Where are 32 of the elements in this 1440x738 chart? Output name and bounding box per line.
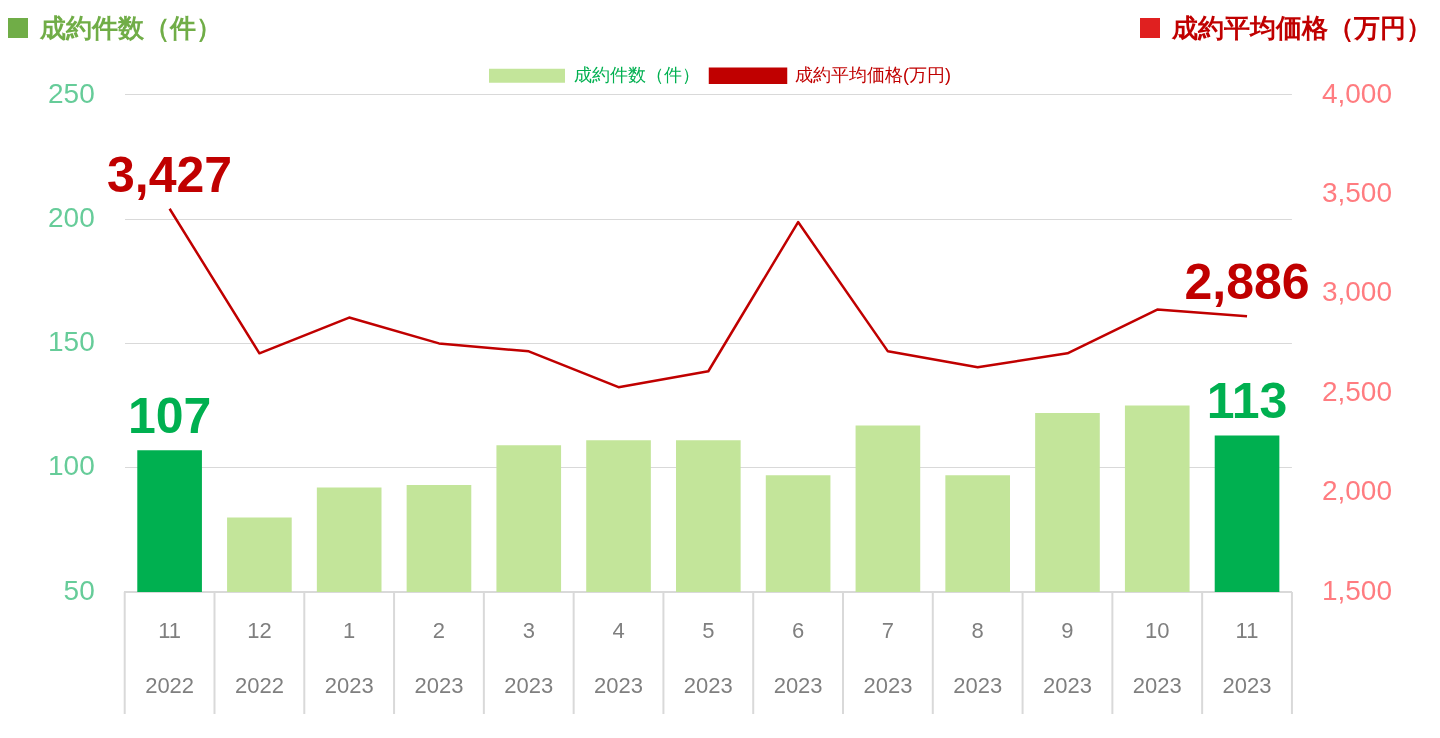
category-label: 2 2023 xyxy=(414,617,464,698)
category-label: 6 2023 xyxy=(773,617,823,698)
category-label: 11 2022 xyxy=(145,617,195,698)
category-label: 10 2023 xyxy=(1132,617,1182,698)
y2-tick-label: 3,500 xyxy=(1321,176,1393,208)
y-tick-label: 250 xyxy=(48,77,95,109)
y2-tick-label: 2,000 xyxy=(1321,475,1393,507)
legend-label: 成約平均価格(万円) xyxy=(795,64,952,85)
y2-tick-label: 4,000 xyxy=(1321,77,1393,109)
y2-tick-label: 2,500 xyxy=(1321,375,1393,407)
data-label: 113 xyxy=(1206,373,1288,430)
y-tick-label: 150 xyxy=(48,326,95,358)
category-label: 4 2023 xyxy=(594,617,644,698)
category-label: 1 2023 xyxy=(324,617,374,698)
y2-tick-label: 1,500 xyxy=(1321,574,1393,606)
category-label: 9 2023 xyxy=(1042,617,1092,698)
category-label: 12 2022 xyxy=(234,617,284,698)
y2-tick-label: 3,000 xyxy=(1321,276,1393,308)
data-label: 107 xyxy=(127,388,212,445)
category-label: 5 2023 xyxy=(683,617,733,698)
category-label: 11 2023 xyxy=(1222,617,1272,698)
data-label: 2,886 xyxy=(1184,254,1310,311)
legend-label: 成約件数（件） xyxy=(574,64,701,85)
data-label: 3,427 xyxy=(107,146,233,203)
category-label: 3 2023 xyxy=(504,617,554,698)
y-tick-label: 50 xyxy=(63,574,95,606)
y-tick-label: 200 xyxy=(48,201,95,233)
category-label: 7 2023 xyxy=(863,617,913,698)
y-tick-label: 100 xyxy=(48,450,95,482)
category-label: 8 2023 xyxy=(953,617,1003,698)
y-axis-title: 成約件数（件） xyxy=(40,11,222,45)
y2-axis-title: 成約平均価格（万円） xyxy=(1172,11,1432,45)
